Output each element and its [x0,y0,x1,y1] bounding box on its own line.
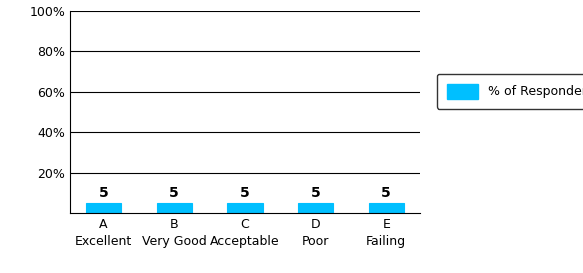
Bar [298,203,333,213]
Text: 5: 5 [311,186,321,200]
Legend: % of Respondents: % of Respondents [437,74,583,109]
Bar [86,203,121,213]
Bar [156,203,192,213]
Bar [227,203,262,213]
Text: 5: 5 [99,186,108,200]
Bar [368,203,404,213]
Text: 5: 5 [240,186,250,200]
Text: 5: 5 [381,186,391,200]
Text: 5: 5 [169,186,179,200]
